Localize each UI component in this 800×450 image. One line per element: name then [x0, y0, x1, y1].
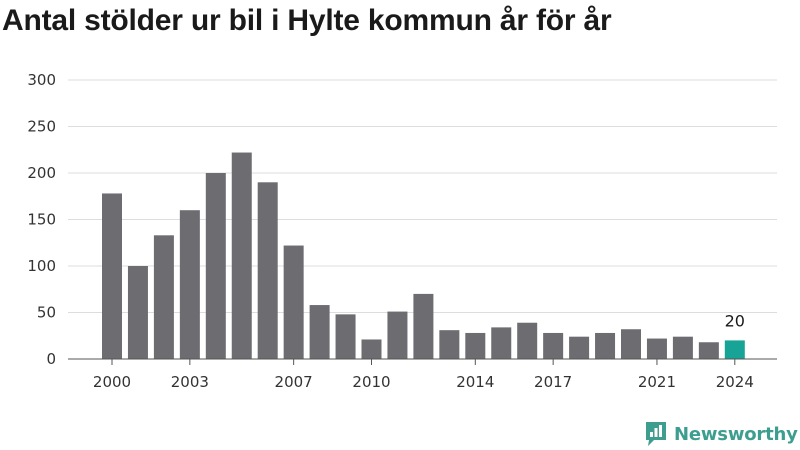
- bars: [102, 152, 745, 359]
- y-tick-label: 250: [27, 118, 56, 136]
- bar-2016: [517, 322, 538, 359]
- grid-lines: [68, 79, 777, 313]
- x-tick-label: 2024: [716, 373, 754, 391]
- x-tick-label: 2000: [93, 373, 131, 391]
- bar-2010: [361, 339, 382, 359]
- bar-2006: [257, 182, 278, 359]
- bar-2023: [698, 342, 719, 359]
- y-tick-label: 0: [46, 350, 56, 368]
- bar-2021: [646, 338, 667, 359]
- x-tick-label: 2010: [352, 373, 390, 391]
- axes: [68, 358, 777, 365]
- bar-2012: [413, 293, 434, 359]
- newsworthy-logo-icon: [646, 422, 666, 446]
- y-tick-label: 50: [37, 304, 56, 322]
- bar-2003: [179, 210, 200, 359]
- x-tick-label: 2021: [638, 373, 676, 391]
- bar-2004: [205, 173, 226, 359]
- bar-2008: [309, 305, 330, 359]
- labels: 0 50 100 150 200 250 300 2000 2003 2007 2010 2014 20…: [27, 71, 754, 391]
- bar-2007: [283, 245, 304, 359]
- bar-2019: [595, 332, 616, 359]
- bar-2020: [621, 329, 641, 359]
- bar-2001: [127, 266, 148, 359]
- x-tick-label: 2014: [456, 373, 494, 391]
- bar-2022: [672, 336, 693, 359]
- x-tick-label: 2007: [275, 373, 313, 391]
- bar-chart: 0 50 100 150 200 250 300 2000 2003 2007 2010 2014 20…: [27, 71, 777, 391]
- bar-2015: [491, 327, 512, 359]
- bar-2017: [543, 332, 564, 359]
- bar-2005: [231, 152, 252, 359]
- bar-2018: [569, 336, 590, 359]
- y-tick-label: 200: [27, 164, 56, 182]
- data-label-2024: 20: [725, 311, 745, 330]
- bar-2009: [335, 314, 356, 359]
- bar-2014: [465, 332, 486, 359]
- bar-2011: [387, 311, 408, 359]
- y-tick-label: 100: [27, 257, 56, 275]
- bar-2000: [102, 193, 122, 359]
- brand-name: Newsworthy: [674, 423, 798, 445]
- bar-2002: [153, 235, 174, 359]
- y-tick-label: 150: [27, 211, 56, 229]
- x-tick-label: 2003: [171, 373, 209, 391]
- bar-2024: [724, 340, 745, 359]
- bar-2013: [439, 330, 460, 359]
- y-tick-label: 300: [27, 71, 56, 89]
- x-tick-label: 2017: [534, 373, 572, 391]
- chart-title: Antal stölder ur bil i Hylte kommun år f…: [2, 4, 612, 37]
- brand-logo: Newsworthy: [644, 421, 798, 447]
